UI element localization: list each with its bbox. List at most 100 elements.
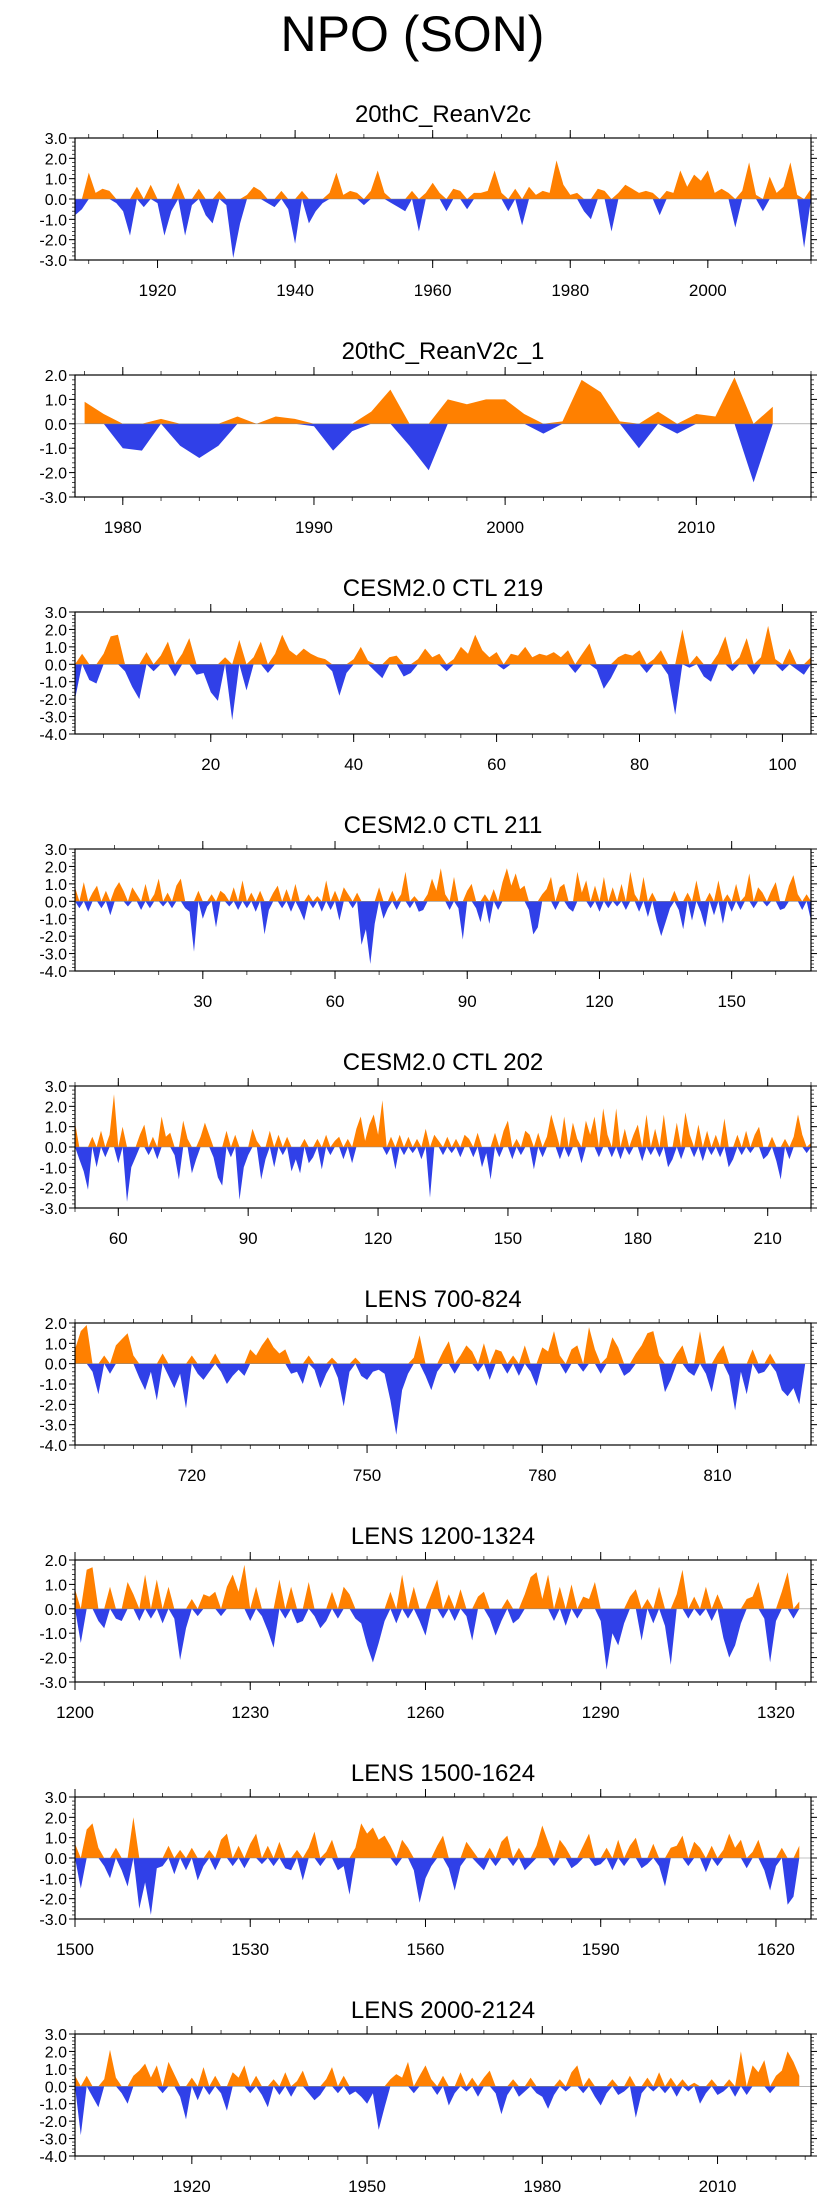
y-tick-label: 1.0 xyxy=(45,1336,67,1353)
x-tick-label: 90 xyxy=(458,992,477,1011)
y-tick-label: -3.0 xyxy=(39,710,67,727)
x-tick-label: 1290 xyxy=(582,1703,620,1722)
x-tick-label: 1320 xyxy=(757,1703,795,1722)
negative-area xyxy=(75,1858,800,1915)
x-tick-label: 2000 xyxy=(486,518,524,537)
panel-cesm2-ctl-202: CESM2.0 CTL 202 3.0 2.0 1.0 0.0 -1.0 -2.0 -3.0 6… xyxy=(39,1049,817,1248)
y-tick-label: 2.0 xyxy=(45,368,67,385)
positive-area xyxy=(75,160,811,199)
y-tick-label: -1.0 xyxy=(39,1626,67,1643)
chart-title: CESM2.0 CTL 219 xyxy=(343,575,544,602)
x-tick-label: 810 xyxy=(703,1466,731,1485)
y-tick-label: -2.0 xyxy=(39,233,67,250)
chart-title: LENS 1200-1324 xyxy=(351,1523,535,1550)
x-tick-label: 150 xyxy=(717,992,745,1011)
y-tick-label: -2.0 xyxy=(39,1892,67,1909)
x-tick-label: 60 xyxy=(326,992,345,1011)
positive-area xyxy=(75,1094,811,1147)
x-tick-label: 90 xyxy=(239,1229,258,1248)
x-tick-label: 120 xyxy=(585,992,613,1011)
y-tick-label: 0.0 xyxy=(45,417,67,434)
y-tick-label: -1.0 xyxy=(39,1871,67,1888)
x-tick-label: 40 xyxy=(344,755,363,774)
x-tick-label: 750 xyxy=(353,1466,381,1485)
x-tick-label: 1980 xyxy=(551,281,589,300)
x-tick-label: 1920 xyxy=(173,2177,211,2196)
y-tick-label: 0.0 xyxy=(45,192,67,209)
chart-title: CESM2.0 CTL 202 xyxy=(343,1049,544,1076)
x-tick-label: 1260 xyxy=(407,1703,445,1722)
y-tick-label: -1.0 xyxy=(39,675,67,692)
x-tick-label: 1990 xyxy=(295,518,333,537)
y-tick-label: 2.0 xyxy=(45,151,67,168)
y-tick-label: -1.0 xyxy=(39,912,67,929)
chart-title: 20thC_ReanV2c_1 xyxy=(342,338,545,365)
y-tick-label: 2.0 xyxy=(45,2044,67,2061)
positive-area xyxy=(75,868,811,902)
y-tick-label: -1.0 xyxy=(39,212,67,229)
negative-area xyxy=(75,664,811,721)
negative-area xyxy=(75,1608,800,1670)
x-tick-label: 80 xyxy=(630,755,649,774)
y-tick-label: -3.0 xyxy=(39,253,67,270)
x-tick-label: 100 xyxy=(768,755,796,774)
y-tick-label: 1.0 xyxy=(45,172,67,189)
x-tick-label: 2010 xyxy=(699,2177,737,2196)
y-tick-label: 1.0 xyxy=(45,1831,67,1848)
x-tick-label: 1940 xyxy=(276,281,314,300)
x-tick-label: 1530 xyxy=(231,1940,269,1959)
y-tick-label: 2.0 xyxy=(45,622,67,639)
y-tick-label: 1.0 xyxy=(45,877,67,894)
panel-cesm2-ctl-219: CESM2.0 CTL 219 3.02.01.00.0-1.0-2.0-3.0-… xyxy=(39,575,817,774)
y-tick-label: -2.0 xyxy=(39,1651,67,1668)
x-tick-label: 150 xyxy=(494,1229,522,1248)
panel-20thc-reanv2c-1: 20thC_ReanV2c_1 2.0 1.0 0.0 -1.0 -2.0 -3.0 1980… xyxy=(39,338,817,537)
chart-title: LENS 2000-2124 xyxy=(351,1997,535,2024)
x-tick-label: 1500 xyxy=(56,1940,94,1959)
y-tick-label: -3.0 xyxy=(39,2132,67,2149)
x-tick-label: 1560 xyxy=(407,1940,445,1959)
x-tick-label: 1200 xyxy=(56,1703,94,1722)
y-tick-label: 2.0 xyxy=(45,1553,67,1570)
y-tick-label: 0.0 xyxy=(45,1357,67,1374)
positive-area xyxy=(75,1564,800,1609)
panel-cesm2-ctl-211: CESM2.0 CTL 211 3.02.01.00.0-1.0-2.0-3.0-… xyxy=(39,812,817,1011)
y-tick-label: 2.0 xyxy=(45,1810,67,1827)
y-tick-label: -2.0 xyxy=(39,1181,67,1198)
y-tick-label: -3.0 xyxy=(39,1201,67,1218)
y-tick-label: -3.0 xyxy=(39,1912,67,1929)
plot-frame xyxy=(74,611,812,735)
x-tick-label: 1960 xyxy=(414,281,452,300)
plot-frame xyxy=(74,1559,812,1683)
y-tick-label: 3.0 xyxy=(45,605,67,622)
x-tick-label: 1980 xyxy=(523,2177,561,2196)
y-tick-label: 1.0 xyxy=(45,392,67,409)
y-tick-label: -3.0 xyxy=(39,947,67,964)
y-tick-label: -2.0 xyxy=(39,1397,67,1414)
positive-area xyxy=(75,1817,800,1858)
panel-20thc-reanv2c: 20thC_ReanV2c 3.0 2.0 1.0 0.0 -1.0 -2.0 -3.0 192… xyxy=(39,101,817,300)
x-tick-label: 20 xyxy=(201,755,220,774)
y-tick-label: -1.0 xyxy=(39,1160,67,1177)
y-tick-label: 1.0 xyxy=(45,640,67,657)
x-tick-label: 780 xyxy=(528,1466,556,1485)
negative-area xyxy=(75,901,811,964)
y-tick-label: -2.0 xyxy=(39,929,67,946)
plot-frame xyxy=(74,848,812,972)
negative-area xyxy=(75,1363,811,1435)
y-tick-label: -2.0 xyxy=(39,692,67,709)
chart-title: LENS 1500-1624 xyxy=(351,1760,535,1787)
y-tick-label: -4.0 xyxy=(39,2149,67,2166)
y-tick-label: -4.0 xyxy=(39,964,67,981)
positive-area xyxy=(84,377,773,424)
plot-frame xyxy=(74,374,812,498)
y-tick-label: -1.0 xyxy=(39,441,67,458)
y-tick-label: 0.0 xyxy=(45,2079,67,2096)
y-tick-label: 3.0 xyxy=(45,131,67,148)
y-tick-label: 2.0 xyxy=(45,859,67,876)
negative-area xyxy=(75,199,811,258)
x-tick-label: 2010 xyxy=(677,518,715,537)
negative-area xyxy=(75,2086,800,2136)
positive-area xyxy=(75,625,811,665)
y-tick-label: 1.0 xyxy=(45,1120,67,1137)
